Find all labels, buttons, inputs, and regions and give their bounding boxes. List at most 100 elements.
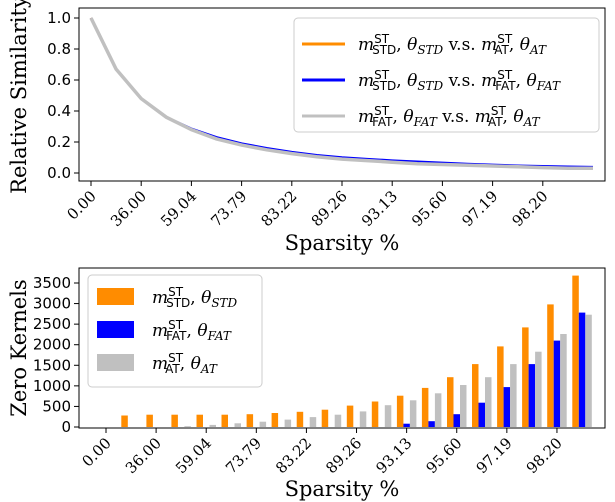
bottom-y-tick-label: 3500 bbox=[33, 274, 71, 292]
bar-series-3 bbox=[234, 423, 241, 427]
bar-series-1 bbox=[421, 387, 429, 427]
bar-series-3 bbox=[359, 411, 367, 427]
bottom-y-tick-label: 1000 bbox=[33, 377, 71, 395]
similarity-line-chart: 0.0 0.2 0.4 0.6 0.8 1.0 0.00 36.00 59.04 73.79 83… bbox=[7, 0, 606, 255]
bar-series-2 bbox=[578, 312, 586, 427]
top-x-tick-label: 95.60 bbox=[408, 187, 451, 230]
bar-series-2 bbox=[553, 340, 561, 427]
bar-series-1 bbox=[221, 414, 228, 427]
top-x-tick-label: 97.19 bbox=[458, 187, 501, 230]
bottom-legend-swatch-1 bbox=[97, 288, 134, 305]
bar-series-1 bbox=[246, 414, 254, 427]
top-x-tick-label: 0.00 bbox=[63, 187, 99, 223]
top-x-tick-label: 36.00 bbox=[107, 187, 150, 230]
top-y-tick-label: 0.0 bbox=[47, 164, 71, 182]
bottom-x-tick-label: 0.00 bbox=[78, 434, 114, 470]
top-x-tick-label: 93.13 bbox=[358, 187, 401, 230]
bottom-legend-label-3: mST AT, θAT bbox=[152, 351, 218, 376]
top-x-tick-label: 59.04 bbox=[157, 187, 200, 230]
top-legend-box bbox=[293, 17, 600, 133]
bottom-x-tick-label: 93.13 bbox=[372, 434, 415, 477]
bar-series-3 bbox=[334, 414, 342, 427]
bottom-x-tick-label: 95.60 bbox=[422, 434, 465, 477]
top-y-axis-label: Relative Similarity bbox=[7, 0, 31, 194]
bar-series-3 bbox=[259, 421, 267, 427]
top-y-ticks: 0.0 0.2 0.4 0.6 0.8 1.0 bbox=[47, 9, 79, 182]
bar-series-3 bbox=[184, 426, 191, 427]
bar-series-2 bbox=[503, 387, 511, 427]
bar-series-3 bbox=[409, 400, 417, 427]
bottom-x-tick-label: 83.22 bbox=[272, 434, 315, 477]
bottom-x-axis-label: Sparsity % bbox=[285, 477, 400, 501]
bar-series-3 bbox=[434, 393, 442, 427]
bar-series-2 bbox=[528, 364, 536, 427]
bottom-legend-label-2: mST FAT, θFAT bbox=[152, 318, 232, 343]
top-legend: mST STD, θSTD v.s. mST AT, θAT mST STD, θSTD… bbox=[293, 17, 600, 133]
bottom-x-ticks: 0.00 36.00 59.04 73.79 83.22 89.26 93.13 95.60 9… bbox=[78, 428, 566, 477]
top-x-tick-label: 98.20 bbox=[509, 187, 552, 230]
bottom-legend-label-1: mST STD, θSTD bbox=[152, 285, 238, 310]
bar-series-3 bbox=[535, 351, 542, 427]
bar-series-1 bbox=[171, 414, 178, 427]
bar-series-1 bbox=[146, 414, 153, 427]
bottom-x-tick-label: 73.79 bbox=[222, 434, 265, 477]
top-y-tick-label: 1.0 bbox=[47, 9, 71, 27]
top-x-axis-label: Sparsity % bbox=[285, 231, 400, 255]
bar-series-1 bbox=[271, 413, 279, 427]
bar-series-1 bbox=[296, 411, 304, 427]
bar-series-3 bbox=[585, 314, 592, 427]
top-x-ticks: 0.00 36.00 59.04 73.79 83.22 89.26 93.13 95.60 9… bbox=[63, 181, 552, 230]
bar-series-2 bbox=[478, 402, 485, 427]
top-y-tick-label: 0.2 bbox=[47, 133, 71, 151]
bottom-x-tick-label: 97.19 bbox=[473, 434, 516, 477]
bottom-y-ticks: 0 500 1000 1500 2000 2500 3000 3500 bbox=[33, 274, 79, 436]
bar-series-1 bbox=[196, 414, 203, 427]
top-x-tick-label: 73.79 bbox=[207, 187, 250, 230]
bottom-legend: mST STD, θSTD mST FAT, θFAT mST AT, θAT bbox=[87, 274, 263, 388]
top-x-tick-label: 89.26 bbox=[308, 187, 351, 230]
top-series-line-3 bbox=[89, 17, 593, 171]
bottom-y-tick-label: 500 bbox=[42, 397, 71, 415]
bottom-y-tick-label: 2500 bbox=[33, 315, 71, 333]
bar-series-3 bbox=[510, 364, 517, 427]
zero-kernels-bar-chart: 0 500 1000 1500 2000 2500 3000 3500 0.00 36.00 59… bbox=[7, 267, 606, 501]
bottom-x-tick-label: 36.00 bbox=[122, 434, 165, 477]
bar-series-1 bbox=[522, 327, 529, 427]
bar-series-3 bbox=[560, 334, 567, 427]
top-legend-label-2: mST STD, θSTD v.s. mST FAT, θFAT bbox=[358, 68, 561, 93]
bottom-plot-frame bbox=[78, 267, 606, 429]
bar-series-1 bbox=[497, 346, 504, 427]
bar-series-3 bbox=[485, 377, 492, 427]
bar-series-1 bbox=[121, 415, 128, 427]
bar-series-3 bbox=[284, 419, 292, 427]
bottom-y-tick-label: 3000 bbox=[33, 295, 71, 313]
bar-series-1 bbox=[346, 405, 354, 427]
top-legend-label-3: mST FAT, θFAT v.s. mST AT, θAT bbox=[358, 104, 541, 129]
bar-series-3 bbox=[460, 385, 467, 427]
bottom-x-tick-label: 98.20 bbox=[523, 434, 566, 477]
bottom-y-tick-label: 2000 bbox=[33, 336, 71, 354]
bottom-legend-swatch-2 bbox=[97, 321, 134, 338]
bar-series-2 bbox=[453, 414, 460, 427]
bar-series-2 bbox=[428, 421, 435, 427]
top-series-lines bbox=[89, 17, 594, 171]
bar-series-1 bbox=[572, 275, 579, 427]
bar-series-1 bbox=[547, 304, 554, 427]
bottom-y-tick-label: 0 bbox=[61, 418, 71, 436]
bar-series-1 bbox=[472, 364, 479, 427]
bar-series-2 bbox=[403, 423, 410, 427]
bar-series-1 bbox=[396, 395, 404, 427]
bottom-bars bbox=[121, 275, 592, 427]
bar-series-3 bbox=[209, 424, 216, 427]
top-y-tick-label: 0.8 bbox=[47, 40, 71, 58]
top-legend-label-1: mST STD, θSTD v.s. mST AT, θAT bbox=[358, 32, 547, 57]
bar-series-3 bbox=[384, 405, 392, 427]
top-y-tick-label: 0.6 bbox=[47, 71, 71, 89]
bar-series-3 bbox=[309, 417, 317, 427]
bar-series-1 bbox=[321, 409, 329, 427]
top-x-tick-label: 83.22 bbox=[258, 187, 301, 230]
top-y-tick-label: 0.4 bbox=[47, 102, 71, 120]
bottom-x-tick-label: 59.04 bbox=[172, 434, 215, 477]
bottom-y-axis-label: Zero Kernels bbox=[7, 279, 31, 416]
